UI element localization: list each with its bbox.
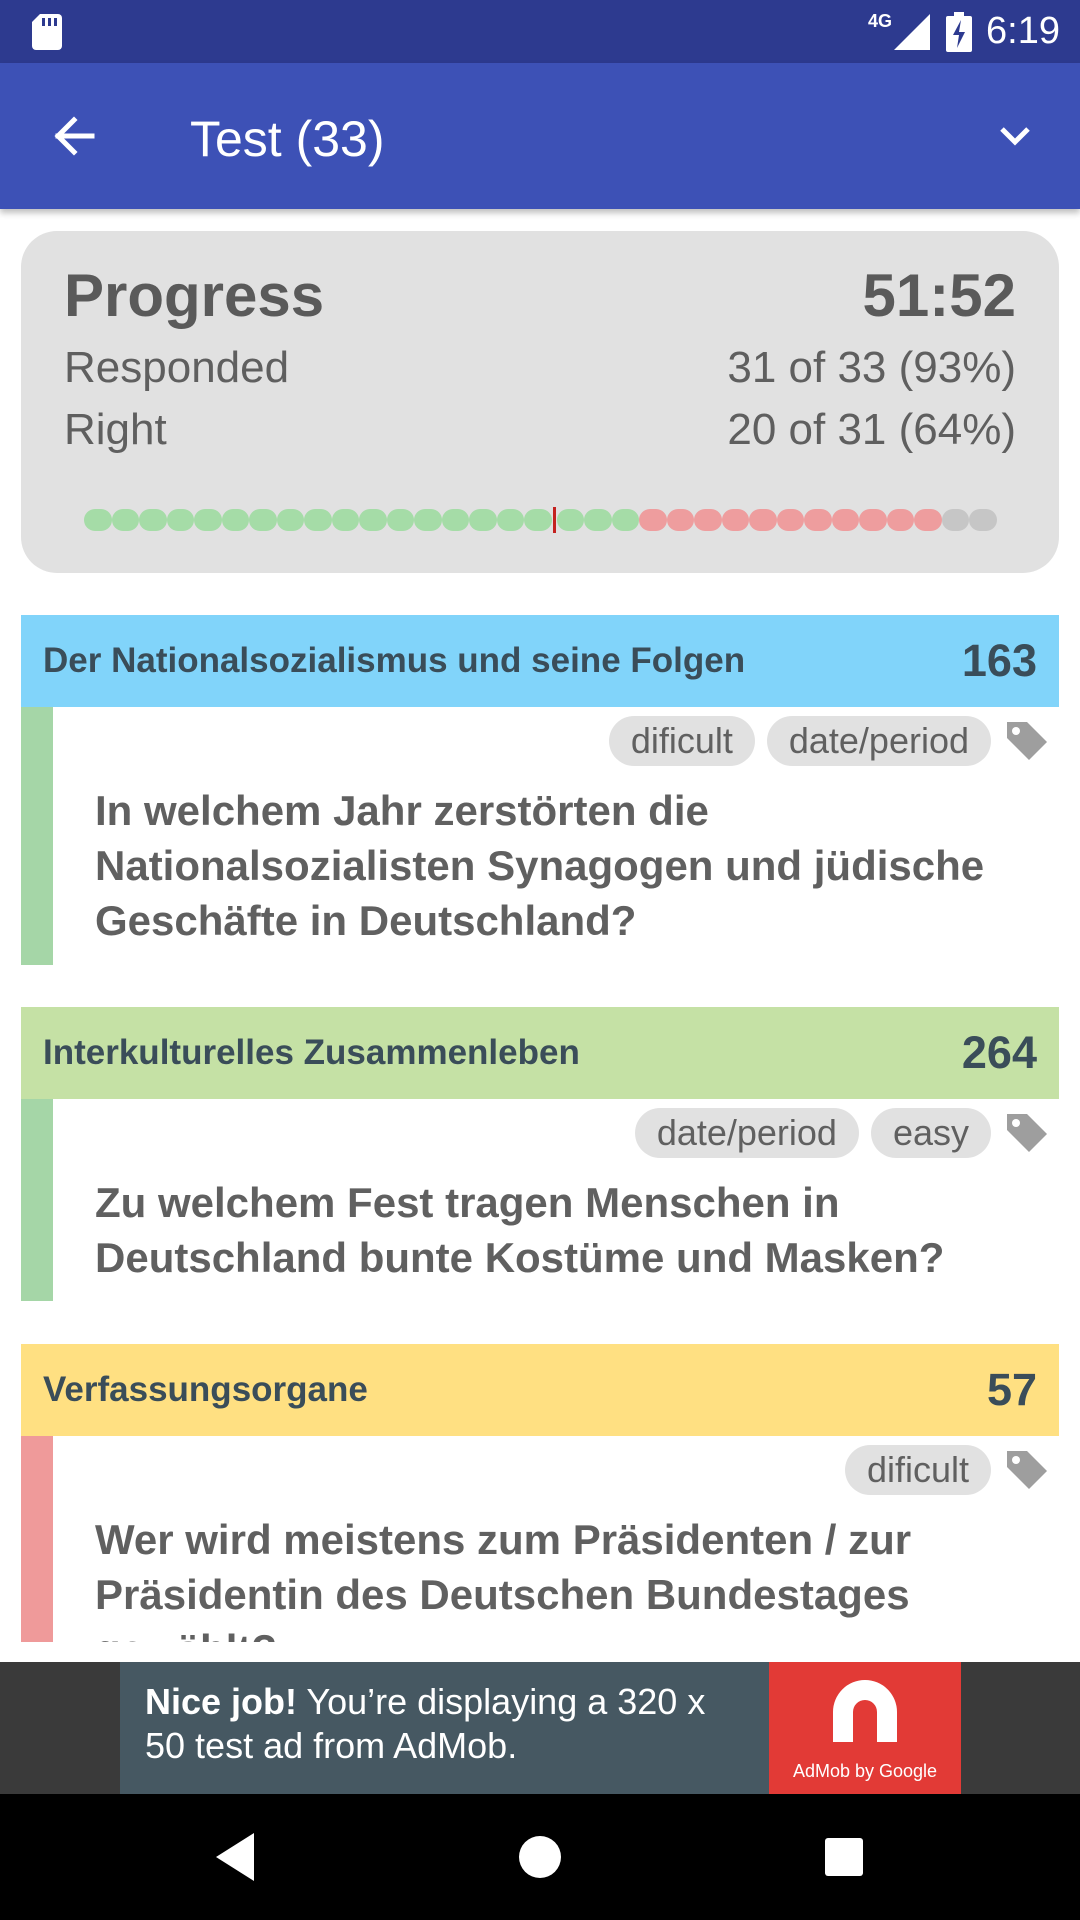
tags-row: dificult	[21, 1436, 1059, 1496]
tag-chip[interactable]: date/period	[634, 1108, 859, 1158]
ad-text: Nice job! You’re displaying a 320 x 50 t…	[145, 1680, 755, 1768]
clock: 6:19	[986, 10, 1060, 52]
question-text: In welchem Jahr zerstörten die Nationals…	[95, 787, 985, 944]
progress-card: Progress 51:52 Responded 31 of 33 (93%) …	[21, 231, 1059, 573]
progress-dot-wrong[interactable]	[666, 509, 694, 531]
answer-status-stripe	[21, 1099, 53, 1301]
question-body: dificult date/period In welchem Jahr zer…	[21, 707, 1059, 965]
category-header: Der Nationalsozialismus und seine Folgen…	[21, 615, 1059, 707]
question-body: date/period easy Zu welchem Fest tragen …	[21, 1099, 1059, 1301]
answer-status-stripe	[21, 1436, 53, 1642]
question-number: 264	[961, 1027, 1037, 1078]
square-recents-icon[interactable]	[814, 1827, 874, 1887]
progress-dot-wrong[interactable]	[914, 509, 942, 531]
progress-dot-wrong[interactable]	[859, 509, 887, 531]
question-text: Wer wird meistens zum Präsidenten / zur …	[95, 1516, 912, 1642]
network-type: 4G	[868, 11, 893, 31]
progress-dot-right[interactable]	[524, 509, 552, 531]
progress-track[interactable]	[84, 507, 997, 533]
navigation-bar	[0, 1794, 1080, 1920]
tag-chip[interactable]: date/period	[766, 716, 991, 766]
question-card[interactable]: Der Nationalsozialismus und seine Folgen…	[21, 615, 1059, 965]
tags-row: dificult date/period	[21, 707, 1059, 767]
progress-dot-right[interactable]	[84, 509, 112, 531]
circle-home-icon[interactable]	[510, 1827, 570, 1887]
triangle-back-icon[interactable]	[206, 1827, 266, 1887]
tag-icon	[1007, 1114, 1047, 1152]
progress-dot-wrong[interactable]	[776, 509, 804, 531]
progress-dot-wrong[interactable]	[721, 509, 749, 531]
admob-logo-text: AdMob by Google	[792, 1761, 938, 1781]
tag-chip[interactable]: dificult	[844, 1445, 991, 1495]
progress-dot-right[interactable]	[194, 509, 222, 531]
progress-dot-right[interactable]	[496, 509, 524, 531]
chevron-down-icon[interactable]	[980, 101, 1050, 171]
progress-dot-right[interactable]	[304, 509, 332, 531]
signal-icon	[894, 13, 931, 50]
category-header: Verfassungsorgane 57	[21, 1344, 1059, 1436]
ad-content[interactable]: Nice job! You’re displaying a 320 x 50 t…	[120, 1662, 961, 1794]
battery-charging-icon	[946, 11, 973, 52]
progress-dot-right[interactable]	[469, 509, 497, 531]
progress-dot-right[interactable]	[359, 509, 387, 531]
category-label: Interkulturelles Zusammenleben	[43, 1033, 580, 1072]
status-bar: 4G 6:19	[0, 0, 1080, 63]
progress-dot-right[interactable]	[221, 509, 249, 531]
progress-dot-wrong[interactable]	[694, 509, 722, 531]
timer: 51:52	[862, 262, 1016, 329]
ad-bold-text: Nice job!	[145, 1681, 298, 1722]
admob-icon	[833, 1680, 897, 1742]
progress-dot-right[interactable]	[556, 509, 584, 531]
tags-row: date/period easy	[21, 1099, 1059, 1159]
tag-icon	[1007, 722, 1047, 760]
category-header: Interkulturelles Zusammenleben 264	[21, 1007, 1059, 1099]
progress-dot-unanswered[interactable]	[969, 509, 997, 531]
question-number: 163	[961, 635, 1037, 686]
tag-chip[interactable]: easy	[870, 1108, 991, 1158]
progress-dot-wrong[interactable]	[886, 509, 914, 531]
progress-dot-right[interactable]	[414, 509, 442, 531]
right-label: Right	[64, 405, 167, 454]
answer-status-stripe	[21, 707, 53, 965]
progress-dot-right[interactable]	[386, 509, 414, 531]
category-label: Verfassungsorgane	[43, 1370, 368, 1409]
category-label: Der Nationalsozialismus und seine Folgen	[43, 641, 746, 680]
question-body: dificult Wer wird meistens zum Präsident…	[21, 1436, 1059, 1642]
responded-label: Responded	[64, 343, 290, 392]
question-number: 57	[986, 1364, 1037, 1415]
progress-dot-right[interactable]	[611, 509, 639, 531]
responded-value: 31 of 33 (93%)	[727, 343, 1016, 392]
progress-title: Progress	[64, 262, 325, 329]
progress-dot-right[interactable]	[166, 509, 194, 531]
sd-card-icon	[32, 14, 62, 50]
progress-dot-right[interactable]	[441, 509, 469, 531]
question-card[interactable]: Verfassungsorgane 57 dificult Wer wird m…	[21, 1344, 1059, 1642]
progress-dot-right[interactable]	[249, 509, 277, 531]
current-question-marker	[552, 507, 556, 533]
progress-dot-right[interactable]	[111, 509, 139, 531]
tag-chip[interactable]: dificult	[608, 716, 755, 766]
progress-dot-wrong[interactable]	[749, 509, 777, 531]
progress-dot-unanswered[interactable]	[941, 509, 969, 531]
tag-icon	[1007, 1451, 1047, 1489]
ad-body-text: You’re displaying a 320 x 50 test ad fro…	[145, 1681, 706, 1766]
ad-banner[interactable]: Nice job! You’re displaying a 320 x 50 t…	[0, 1662, 1080, 1794]
progress-dot-right[interactable]	[139, 509, 167, 531]
question-card[interactable]: Interkulturelles Zusammenleben 264 date/…	[21, 1007, 1059, 1301]
progress-dot-right[interactable]	[584, 509, 612, 531]
progress-dot-right[interactable]	[331, 509, 359, 531]
progress-dot-wrong[interactable]	[639, 509, 667, 531]
arrow-back-icon[interactable]	[40, 101, 110, 171]
right-value: 20 of 31 (64%)	[727, 405, 1016, 454]
page-title: Test (33)	[190, 111, 385, 167]
progress-dot-wrong[interactable]	[831, 509, 859, 531]
progress-dot-wrong[interactable]	[804, 509, 832, 531]
progress-dot-right[interactable]	[276, 509, 304, 531]
question-text: Zu welchem Fest tragen Menschen in Deuts…	[95, 1179, 945, 1281]
admob-logo: AdMob by Google	[769, 1662, 961, 1794]
app-bar: Test (33)	[0, 63, 1080, 209]
